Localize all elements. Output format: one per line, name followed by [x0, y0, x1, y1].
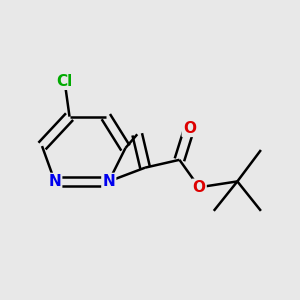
Text: N: N: [48, 174, 61, 189]
Text: Cl: Cl: [56, 74, 73, 89]
Text: O: O: [183, 121, 196, 136]
Text: O: O: [193, 180, 206, 195]
Text: N: N: [102, 174, 115, 189]
